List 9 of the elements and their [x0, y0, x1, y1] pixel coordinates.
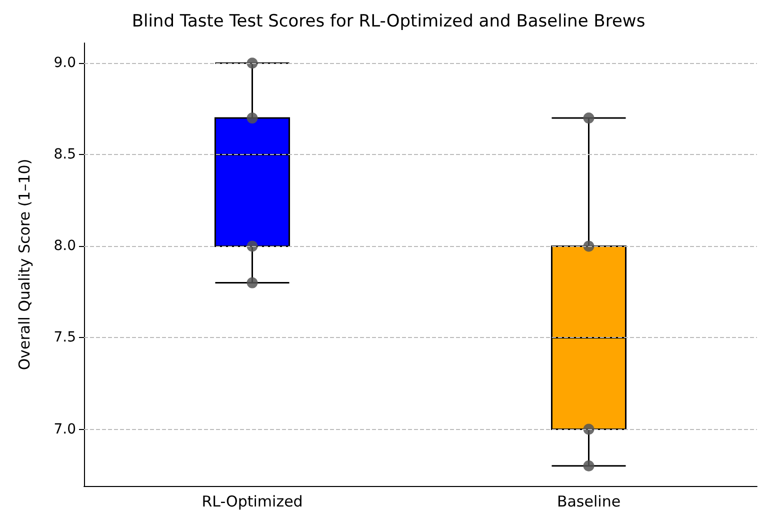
y-tick-label: 9.0: [54, 55, 76, 72]
y-tick-label: 7.5: [54, 330, 76, 346]
y-tick-label: 7.0: [54, 421, 76, 438]
y-tick-label: 8.5: [54, 146, 76, 163]
y-axis-title: Overall Quality Score (1–10): [16, 158, 34, 370]
x-tick-label: Baseline: [556, 492, 621, 510]
y-tick-label: 8.0: [54, 238, 76, 254]
chart-title: Blind Taste Test Scores for RL-Optimized and Baseline Brews: [132, 12, 646, 32]
x-tick-label: RL-Optimized: [202, 492, 303, 510]
